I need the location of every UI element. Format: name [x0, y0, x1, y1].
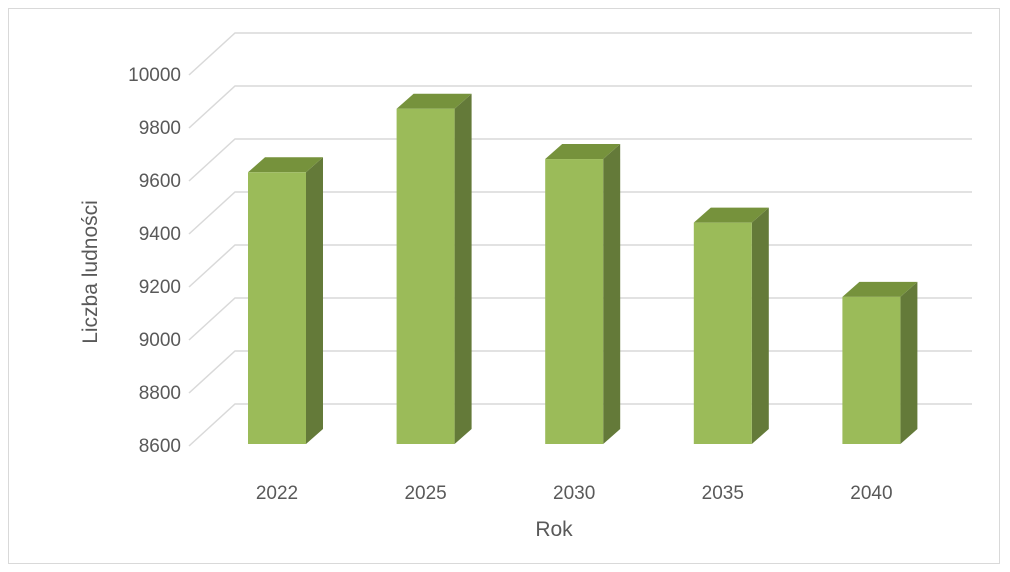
- y-tick-label: 8600: [139, 436, 181, 457]
- bar-front: [248, 172, 306, 445]
- x-tick-label: 2035: [702, 483, 744, 504]
- x-axis-ticks: 2022 2025 2030 2035 2040: [256, 483, 893, 504]
- bar-front: [842, 296, 901, 444]
- bar-2035: [693, 207, 769, 444]
- bar-front: [545, 159, 604, 445]
- bar-front: [693, 222, 752, 444]
- bar-side: [751, 207, 769, 444]
- y-tick-label: 8800: [139, 383, 181, 404]
- bar-side: [603, 144, 621, 445]
- gridlines: [188, 32, 972, 447]
- x-tick-label: 2030: [553, 483, 595, 504]
- y-tick-label: 10000: [128, 65, 181, 86]
- bar-side: [900, 281, 918, 444]
- gridline: [188, 85, 972, 129]
- bar-top: [842, 281, 918, 297]
- y-tick-label: 9600: [139, 171, 181, 192]
- bars: [248, 93, 918, 445]
- gridline: [188, 32, 972, 76]
- bar-front: [396, 108, 455, 444]
- x-tick-label: 2040: [850, 483, 892, 504]
- bar-top: [396, 93, 472, 109]
- bar-2030: [545, 144, 621, 445]
- x-tick-label: 2025: [404, 483, 446, 504]
- y-tick-label: 9000: [139, 330, 181, 351]
- x-axis-title: Rok: [535, 518, 573, 541]
- y-axis-title: Liczba ludności: [79, 200, 102, 344]
- bar-top: [693, 207, 769, 223]
- bar-side: [306, 157, 323, 445]
- x-tick-label: 2022: [256, 483, 298, 504]
- y-tick-label: 9800: [139, 118, 181, 139]
- gridline: [188, 138, 972, 182]
- bar-side: [454, 93, 472, 444]
- bar-2025: [396, 93, 472, 444]
- y-tick-label: 9200: [139, 277, 181, 298]
- bar-2040: [842, 281, 918, 444]
- y-axis-ticks: 8600 8800 9000 9200 9400 9600 9800 10000: [128, 65, 181, 457]
- bar-top: [248, 157, 323, 173]
- bar-2022: [248, 157, 323, 445]
- gridline: [188, 191, 972, 235]
- chart-area: 8600 8800 9000 9200 9400 9600 9800 10000 2022 20…: [8, 8, 1000, 564]
- y-tick-label: 9400: [139, 224, 181, 245]
- bar-top: [545, 144, 621, 160]
